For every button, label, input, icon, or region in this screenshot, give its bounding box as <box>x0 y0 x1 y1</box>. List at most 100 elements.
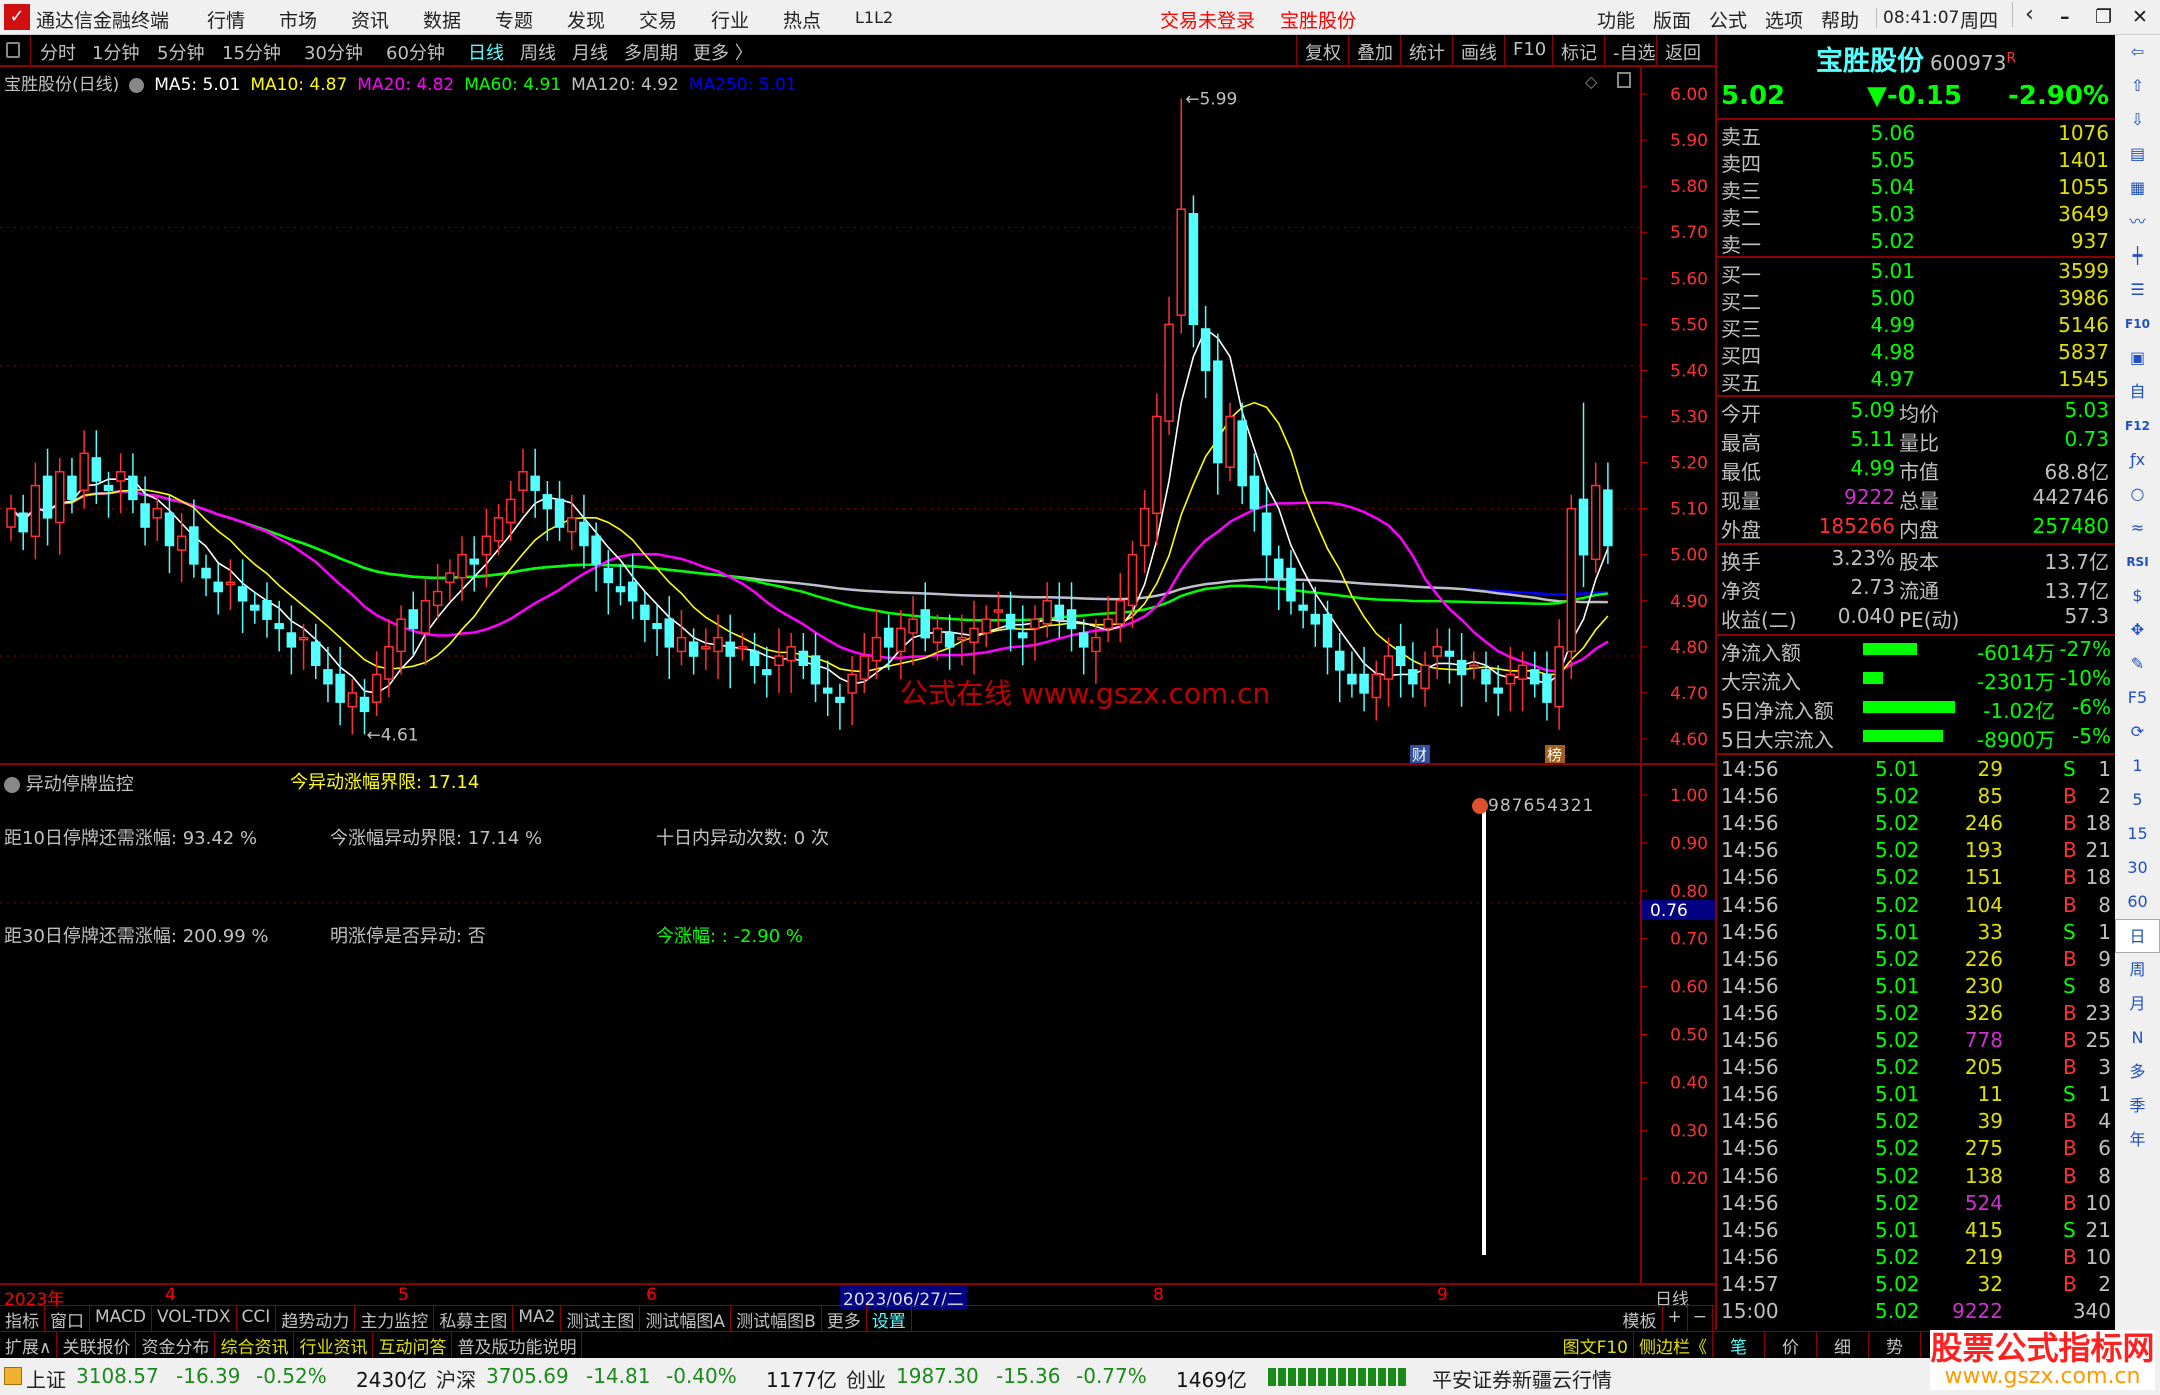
circle-icon[interactable]: ○ <box>2130 484 2145 503</box>
info-tab-1[interactable]: 关联报价 <box>57 1332 137 1358</box>
ask-row[interactable]: 卖四 5.05 1401 <box>1717 148 2115 176</box>
period-0[interactable]: 分时 <box>40 43 76 64</box>
toolbar-button-5[interactable]: 标记 <box>1552 35 1605 65</box>
indicator-tab-0[interactable]: 指标 <box>0 1306 45 1332</box>
collapse-icon[interactable] <box>4 777 20 793</box>
menu-7[interactable]: 行业 <box>711 10 750 32</box>
template-button-0[interactable]: 模板 <box>1618 1306 1663 1332</box>
bid-row[interactable]: 买三 4.99 5146 <box>1717 313 2115 341</box>
period-6[interactable]: 日线 <box>468 43 504 64</box>
indicator-tab-6[interactable]: 主力监控 <box>355 1306 435 1332</box>
menu-4[interactable]: 专题 <box>495 10 534 32</box>
1-icon[interactable]: 1 <box>2132 756 2143 775</box>
restore-icon[interactable]: ❐ <box>2095 6 2113 28</box>
close-icon[interactable]: ✕ <box>2132 6 2148 28</box>
info-tab-0[interactable]: 扩展∧ <box>0 1332 58 1358</box>
info-tab-4[interactable]: 行业资讯 <box>294 1332 374 1358</box>
30-icon[interactable]: 30 <box>2127 858 2148 877</box>
ask-row[interactable]: 卖五 5.06 1076 <box>1717 121 2115 149</box>
indicator-panel[interactable]: 1.00 0.90 0.80 0.70 0.60 0.50 0.40 0.30 0.20 0.76 <box>0 765 1715 1283</box>
menu-5[interactable]: 发现 <box>567 10 606 32</box>
index-name[interactable]: 创业 <box>846 1368 886 1392</box>
right-menu-1[interactable]: 版面 <box>1653 10 1692 32</box>
indicator-tab-3[interactable]: VOL-TDX <box>152 1306 237 1331</box>
indicator-tab-11[interactable]: 测试幅图B <box>731 1306 822 1332</box>
f10-button-0[interactable]: 图文F10 <box>1558 1332 1634 1358</box>
日-icon[interactable]: 日 <box>2115 919 2160 953</box>
rsi-icon[interactable]: RSI <box>2126 555 2149 569</box>
ask-row[interactable]: 卖一 5.02 937 <box>1717 229 2115 257</box>
n-icon[interactable]: N <box>2131 1028 2144 1047</box>
indicator-tab-10[interactable]: 测试幅图A <box>640 1306 732 1332</box>
settings-icon[interactable] <box>129 77 145 93</box>
menu-6[interactable]: 交易 <box>639 10 678 32</box>
f10-button-1[interactable]: 侧边栏《 <box>1634 1332 1713 1358</box>
report-icon[interactable]: ▤ <box>2129 144 2146 163</box>
tick-tab-2[interactable]: 细 <box>1817 1332 1869 1358</box>
login-status[interactable]: 交易未登录 <box>1160 10 1256 32</box>
f11-icon[interactable]: ▣ <box>2129 348 2146 367</box>
f10-icon[interactable]: F10 <box>2125 317 2150 331</box>
周-icon[interactable]: 周 <box>2129 960 2146 979</box>
月-icon[interactable]: 月 <box>2129 994 2146 1013</box>
period-2[interactable]: 5分钟 <box>157 43 205 64</box>
period-8[interactable]: 月线 <box>572 43 608 64</box>
menu-3[interactable]: 数据 <box>423 10 462 32</box>
toolbar-button-7[interactable]: 返回 <box>1656 35 1709 65</box>
info-tab-2[interactable]: 资金分布 <box>136 1332 216 1358</box>
indicator-tab-7[interactable]: 私募主图 <box>434 1306 514 1332</box>
季-icon[interactable]: 季 <box>2129 1096 2146 1115</box>
toolbar-button-6[interactable]: -自选 <box>1604 35 1664 65</box>
template-button-2[interactable]: − <box>1688 1306 1713 1331</box>
index-name[interactable]: 上证 <box>26 1368 66 1392</box>
line-chart-icon[interactable]: 〰 <box>2129 212 2146 231</box>
indicator-tab-13[interactable]: 设置 <box>867 1306 912 1332</box>
expand-icon[interactable] <box>1617 72 1631 88</box>
indicator-tab-9[interactable]: 测试主图 <box>561 1306 641 1332</box>
period-4[interactable]: 30分钟 <box>304 43 363 64</box>
indicator-tab-2[interactable]: MACD <box>90 1306 152 1331</box>
move-icon[interactable]: ✥ <box>2130 620 2145 639</box>
toolbar-button-4[interactable]: F10 <box>1504 35 1554 65</box>
5-icon[interactable]: 5 <box>2132 790 2143 809</box>
menu-0[interactable]: 行情 <box>207 10 246 32</box>
tick-tab-0[interactable]: 笔 <box>1713 1332 1765 1358</box>
pencil-icon[interactable]: ✎ <box>2130 654 2145 673</box>
toolbar-button-3[interactable]: 画线 <box>1452 35 1505 65</box>
tick-tab-1[interactable]: 价 <box>1765 1332 1817 1358</box>
f5-icon[interactable]: F5 <box>2127 688 2148 707</box>
bid-row[interactable]: 买二 5.00 3986 <box>1717 286 2115 314</box>
ask-row[interactable]: 卖三 5.04 1055 <box>1717 175 2115 203</box>
template-button-1[interactable]: + <box>1663 1306 1688 1331</box>
bid-row[interactable]: 买一 5.01 3599 <box>1717 259 2115 287</box>
15-icon[interactable]: 15 <box>2127 824 2148 843</box>
s-icon[interactable]: $ <box>2132 586 2143 605</box>
bid-row[interactable]: 买五 4.97 1545 <box>1717 367 2115 395</box>
table-icon[interactable]: ▦ <box>2129 178 2146 197</box>
minimize-icon[interactable]: – <box>2060 6 2070 28</box>
indicator-tab-5[interactable]: 趋势动力 <box>276 1306 356 1332</box>
info-tab-3[interactable]: 综合资讯 <box>215 1332 295 1358</box>
info-tab-6[interactable]: 普及版功能说明 <box>452 1332 583 1358</box>
indicator-tab-1[interactable]: 窗口 <box>45 1306 90 1332</box>
self-icon[interactable]: 自 <box>2129 382 2146 401</box>
period-3[interactable]: 15分钟 <box>222 43 281 64</box>
年-icon[interactable]: 年 <box>2129 1130 2146 1149</box>
indicator-tab-4[interactable]: CCI <box>237 1306 277 1331</box>
right-menu-4[interactable]: 帮助 <box>1821 10 1860 32</box>
period-7[interactable]: 周线 <box>520 43 556 64</box>
period-9[interactable]: 多周期 <box>624 43 678 64</box>
ask-row[interactable]: 卖二 5.03 3649 <box>1717 202 2115 230</box>
indicator-title[interactable]: 异动停牌监控 <box>4 770 134 796</box>
menu-2[interactable]: 资讯 <box>351 10 390 32</box>
toolbar-button-1[interactable]: 叠加 <box>1348 35 1401 65</box>
right-menu-3[interactable]: 选项 <box>1765 10 1804 32</box>
period-5[interactable]: 60分钟 <box>386 43 445 64</box>
market-icon[interactable] <box>4 1367 22 1385</box>
menu-1[interactable]: 市场 <box>279 10 318 32</box>
info-tab-5[interactable]: 互动问答 <box>373 1332 453 1358</box>
多-icon[interactable]: 多 <box>2129 1062 2146 1081</box>
menu-9[interactable]: L1L2 <box>855 8 894 27</box>
right-menu-0[interactable]: 功能 <box>1597 10 1636 32</box>
refresh-icon[interactable]: ⟳ <box>2130 722 2145 741</box>
